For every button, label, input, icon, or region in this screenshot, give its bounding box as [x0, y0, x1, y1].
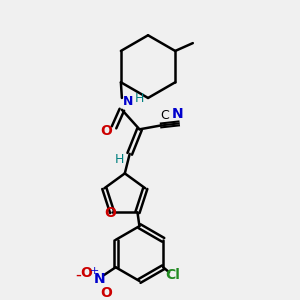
Text: N: N — [94, 272, 106, 286]
Text: H: H — [115, 153, 124, 166]
Text: -: - — [76, 266, 81, 284]
Text: N: N — [172, 107, 184, 121]
Text: C: C — [160, 109, 169, 122]
Text: Cl: Cl — [166, 268, 180, 282]
Text: H: H — [135, 92, 144, 106]
Text: O: O — [104, 206, 116, 220]
Text: +: + — [89, 266, 99, 276]
Text: O: O — [100, 286, 112, 300]
Text: O: O — [100, 124, 112, 138]
Text: N: N — [123, 95, 133, 108]
Text: O: O — [80, 266, 92, 280]
